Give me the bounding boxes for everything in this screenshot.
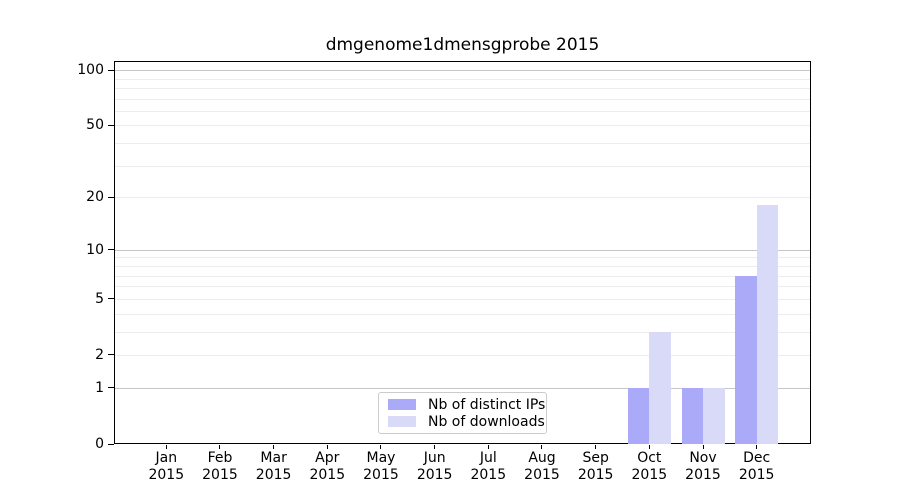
x-tick-nov (702, 445, 704, 449)
legend-item-distinct-ips: Nb of distinct IPs (388, 396, 545, 413)
month-year: 2015 (255, 467, 292, 483)
month-name: May (366, 450, 396, 466)
x-tick-jul (487, 445, 489, 449)
x-tick-label-jul: Jul 2015 (457, 450, 519, 484)
x-tick-label-feb: Feb 2015 (189, 450, 251, 484)
gridline-minor-90 (115, 78, 810, 80)
x-tick-oct (648, 445, 650, 449)
x-tick-label-jun: Jun 2015 (404, 450, 466, 484)
gridline-minor-20 (115, 197, 810, 199)
month-name: Feb (207, 450, 233, 466)
bar-ips-oct (627, 387, 650, 444)
month-name: Jan (155, 450, 178, 466)
y-tick-label-0: 0 (95, 436, 104, 452)
gridline-minor-5 (115, 298, 810, 300)
month-year: 2015 (309, 467, 346, 483)
legend-item-downloads: Nb of downloads (388, 413, 545, 430)
gridline-major-100 (115, 70, 810, 72)
month-name: Jun (423, 450, 446, 466)
y-tick-100 (108, 69, 114, 71)
x-tick-label-aug: Aug 2015 (511, 450, 573, 484)
x-tick-label-sep: Sep 2015 (565, 450, 627, 484)
x-tick-dec (756, 445, 758, 449)
x-tick-mar (273, 445, 275, 449)
bar-downloads-dec (756, 205, 779, 444)
month-name: Apr (315, 450, 340, 466)
x-tick-label-apr: Apr 2015 (296, 450, 358, 484)
chart-title: dmgenome1dmensgprobe 2015 (325, 35, 600, 55)
x-tick-jan (165, 445, 167, 449)
gridline-minor-80 (115, 87, 810, 89)
month-name: Dec (743, 450, 771, 466)
gridline-minor-40 (115, 143, 810, 145)
bar-ips-nov (681, 387, 703, 444)
month-name: Nov (689, 450, 717, 466)
y-tick-label-100: 100 (77, 62, 104, 79)
x-tick-sep (595, 445, 597, 449)
gridline-major-1 (115, 387, 810, 389)
gridline-minor-7 (115, 275, 810, 277)
y-tick-2 (108, 354, 114, 356)
x-tick-apr (326, 445, 328, 449)
month-name: Aug (528, 450, 556, 466)
y-tick-10 (108, 249, 114, 251)
gridline-minor-9 (115, 257, 810, 259)
month-year: 2015 (631, 467, 668, 483)
x-tick-may (380, 445, 382, 449)
x-tick-label-mar: Mar 2015 (243, 450, 305, 484)
month-year: 2015 (148, 467, 185, 483)
gridline-minor-70 (115, 98, 810, 100)
gridline-major-10 (115, 249, 810, 251)
gridline-minor-6 (115, 286, 810, 288)
x-tick-label-may: May 2015 (350, 450, 412, 484)
y-tick-label-10: 10 (86, 241, 104, 258)
legend-swatch-distinct-ips (388, 399, 416, 410)
y-tick-50 (108, 124, 114, 126)
y-tick-label-5: 5 (95, 290, 104, 307)
month-name: Jul (479, 450, 497, 466)
gridline-minor-2 (115, 354, 810, 356)
gridline-minor-60 (115, 110, 810, 112)
x-tick-label-oct: Oct 2015 (618, 450, 680, 484)
gridline-minor-50 (115, 125, 810, 127)
bar-downloads-nov (703, 387, 725, 444)
y-tick-1 (108, 387, 114, 389)
x-tick-label-jan: Jan 2015 (135, 450, 197, 484)
x-tick-label-dec: Dec 2015 (726, 450, 788, 484)
y-tick-label-50: 50 (86, 117, 104, 134)
x-tick-label-nov: Nov 2015 (672, 450, 734, 484)
gridline-minor-30 (115, 165, 810, 167)
y-tick-20 (108, 196, 114, 198)
legend-label-distinct-ips: Nb of distinct IPs (428, 396, 546, 413)
gridline-minor-8 (115, 265, 810, 267)
month-year: 2015 (363, 467, 399, 483)
month-year: 2015 (470, 467, 507, 483)
y-tick-label-2: 2 (95, 346, 104, 363)
y-tick-5 (108, 298, 114, 300)
gridline-minor-3 (115, 331, 810, 333)
plot-area (114, 61, 811, 444)
y-tick-0 (108, 443, 114, 445)
bar-downloads-oct (649, 331, 671, 444)
gridline-minor-4 (115, 313, 810, 315)
month-year: 2015 (524, 467, 560, 483)
y-tick-label-20: 20 (86, 189, 104, 206)
x-tick-aug (541, 445, 543, 449)
month-name: Sep (582, 450, 609, 466)
x-tick-feb (219, 445, 221, 449)
legend-swatch-downloads (388, 416, 416, 427)
y-tick-label-1: 1 (95, 379, 104, 396)
x-tick-jun (434, 445, 436, 449)
legend: Nb of distinct IPs Nb of downloads (378, 392, 547, 434)
month-year: 2015 (577, 467, 614, 483)
month-year: 2015 (416, 467, 453, 483)
month-name: Oct (637, 450, 662, 466)
bar-ips-dec (735, 275, 757, 444)
month-year: 2015 (738, 467, 775, 483)
month-year: 2015 (202, 467, 238, 483)
month-name: Mar (260, 450, 287, 466)
legend-label-downloads: Nb of downloads (428, 413, 545, 430)
month-year: 2015 (685, 467, 721, 483)
